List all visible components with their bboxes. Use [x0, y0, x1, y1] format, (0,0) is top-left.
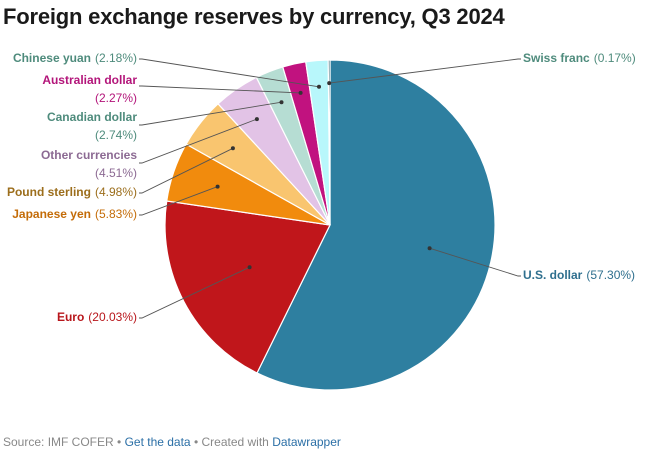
slice-u-s-dollar	[256, 59, 496, 391]
created-with-text: • Created with	[190, 435, 273, 449]
label-value-other-currencies: (4.51%)	[95, 166, 137, 180]
label-name-canadian-dollar: Canadian dollar	[47, 110, 137, 124]
label-chinese-yuan: Chinese yuan (2.18%)	[13, 51, 137, 65]
label-other-currencies: Other currencies (4.51%)	[41, 148, 137, 180]
leader-dot-u-s-dollar	[427, 246, 432, 251]
label-name-japanese-yen: Japanese yen	[12, 207, 91, 221]
slice-swiss-franc	[327, 59, 331, 226]
label-value-euro: (20.03%)	[88, 310, 137, 324]
leader-line-swiss-franc	[329, 58, 521, 84]
chart-title: Foreign exchange reserves by currency, Q…	[3, 4, 505, 29]
leader-line-u-s-dollar	[429, 247, 521, 277]
leader-dot-swiss-franc	[327, 81, 332, 86]
label-pound-sterling: Pound sterling (4.98%)	[7, 185, 137, 199]
source-text: Source: IMF COFER	[3, 435, 114, 449]
slice-euro	[164, 200, 331, 374]
leader-line-japanese-yen	[139, 186, 218, 216]
leader-dot-japanese-yen	[215, 184, 220, 189]
label-value-u-s-dollar: (57.30%)	[586, 268, 635, 282]
leader-dot-canadian-dollar	[279, 100, 284, 105]
label-japanese-yen: Japanese yen (5.83%)	[12, 207, 137, 221]
label-value-pound-sterling: (4.98%)	[95, 185, 137, 199]
label-swiss-franc: Swiss franc (0.17%)	[523, 51, 636, 65]
label-euro: Euro (20.03%)	[57, 310, 137, 324]
leader-dot-other-currencies	[254, 117, 259, 122]
label-name-u-s-dollar: U.S. dollar	[523, 268, 583, 282]
label-value-japanese-yen: (5.83%)	[95, 207, 137, 221]
leader-line-pound-sterling	[139, 147, 234, 194]
leader-line-euro	[139, 266, 250, 319]
label-value-australian-dollar: (2.27%)	[95, 91, 137, 105]
leader-dot-chinese-yuan	[317, 84, 321, 89]
label-u-s-dollar: U.S. dollar (57.30%)	[523, 268, 635, 282]
leader-dot-pound-sterling	[230, 146, 235, 151]
label-name-swiss-franc: Swiss franc	[523, 51, 590, 65]
label-name-chinese-yuan: Chinese yuan	[13, 51, 91, 65]
label-name-pound-sterling: Pound sterling	[7, 185, 91, 199]
label-name-euro: Euro	[57, 310, 84, 324]
datawrapper-link[interactable]: Datawrapper	[272, 435, 341, 449]
label-name-other-currencies: Other currencies	[41, 148, 137, 162]
leader-line-australian-dollar	[139, 85, 301, 94]
label-value-chinese-yuan: (2.18%)	[95, 51, 137, 65]
label-canadian-dollar: Canadian dollar (2.74%)	[47, 110, 137, 142]
leader-line-other-currencies	[139, 118, 258, 164]
label-value-swiss-franc: (0.17%)	[594, 51, 636, 65]
label-value-canadian-dollar: (2.74%)	[95, 128, 137, 142]
footer: Source: IMF COFER • Get the data • Creat…	[3, 435, 341, 449]
leader-line-canadian-dollar	[139, 101, 282, 126]
label-name-australian-dollar: Australian dollar	[42, 73, 137, 87]
leader-dot-euro	[247, 265, 252, 270]
footer-separator: •	[113, 435, 125, 449]
leader-line-chinese-yuan	[139, 58, 320, 88]
label-australian-dollar: Australian dollar (2.27%)	[42, 73, 137, 105]
leader-dot-australian-dollar	[298, 90, 303, 95]
get-data-link[interactable]: Get the data	[124, 435, 191, 449]
